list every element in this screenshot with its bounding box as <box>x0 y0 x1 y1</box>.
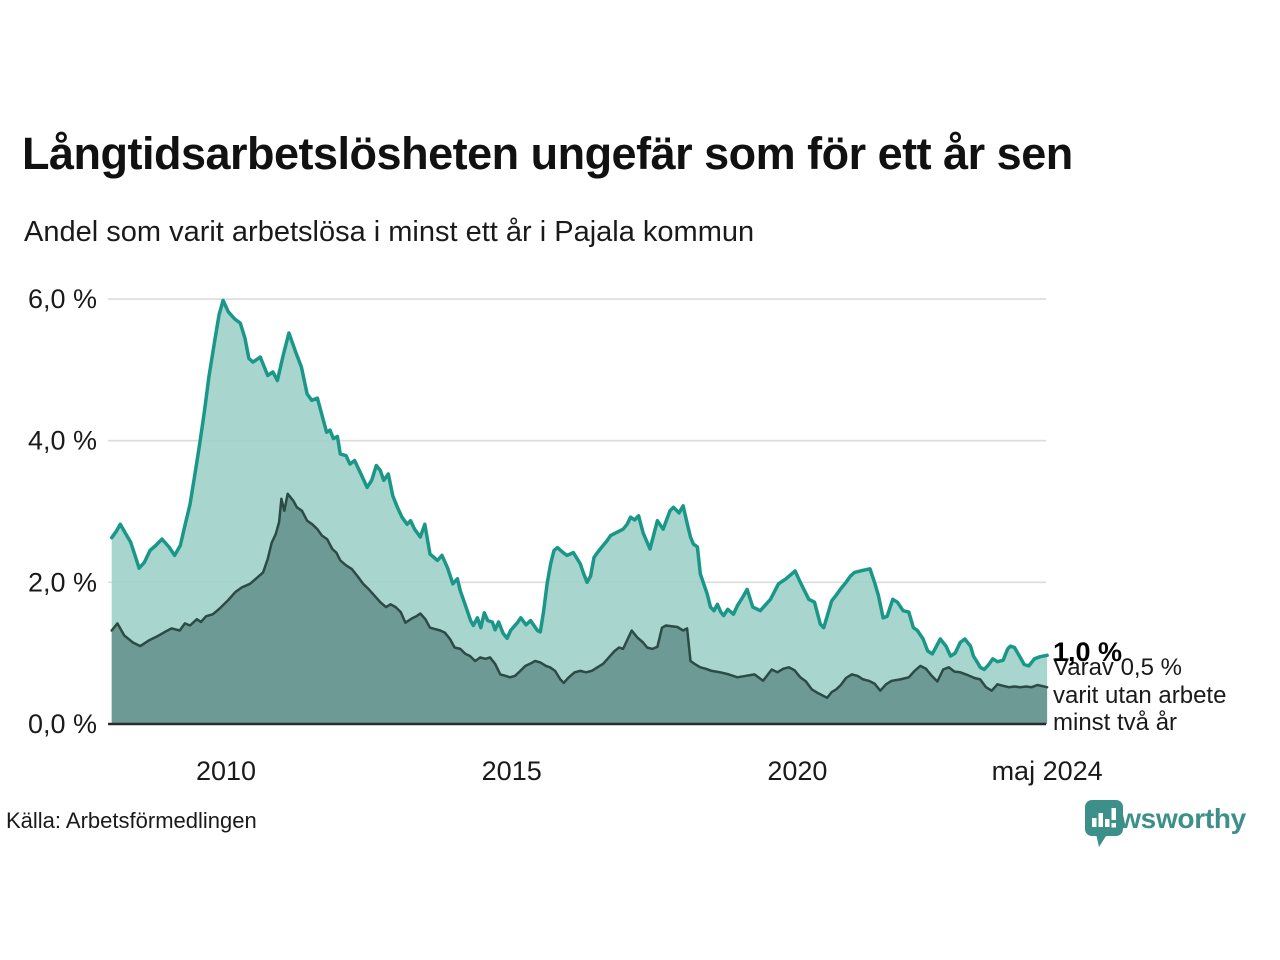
page-subtitle: Andel som varit arbetslösa i minst ett å… <box>24 216 755 248</box>
page-title: Långtidsarbetslösheten ungefär som för e… <box>22 128 1073 179</box>
annotation-note-line1: Varav 0,5 % <box>1053 654 1182 681</box>
newsworthy-logo: Newsworthy <box>1084 799 1246 847</box>
x-axis-tick-label: 2010 <box>196 756 256 786</box>
x-axis-tick-label: 2020 <box>767 756 827 786</box>
x-axis-tick-label: 2015 <box>482 756 542 786</box>
latest-value-label: 1,0 % <box>1053 637 1123 667</box>
y-axis-tick-label: 0,0 % <box>28 709 97 739</box>
y-axis-tick-label: 6,0 % <box>28 284 97 314</box>
series-line-min-one-year <box>109 298 1049 672</box>
source-label: Källa: Arbetsförmedlingen <box>6 808 257 833</box>
series-area-min-two-years <box>111 493 1048 724</box>
annotation-note-line2: varit utan arbete <box>1053 681 1227 709</box>
newsworthy-icon <box>1085 800 1123 847</box>
annotation-note: Varav 0,5 % varit utan arbete minst två … <box>1053 654 1226 737</box>
x-axis-tick-label: maj 2024 <box>992 756 1103 786</box>
annotation-note-line3: minst två år <box>1053 709 1178 736</box>
series-line-min-two-years <box>110 492 1049 700</box>
y-axis-tick-label: 2,0 % <box>28 567 97 597</box>
y-axis-tick-label: 4,0 % <box>28 426 97 456</box>
